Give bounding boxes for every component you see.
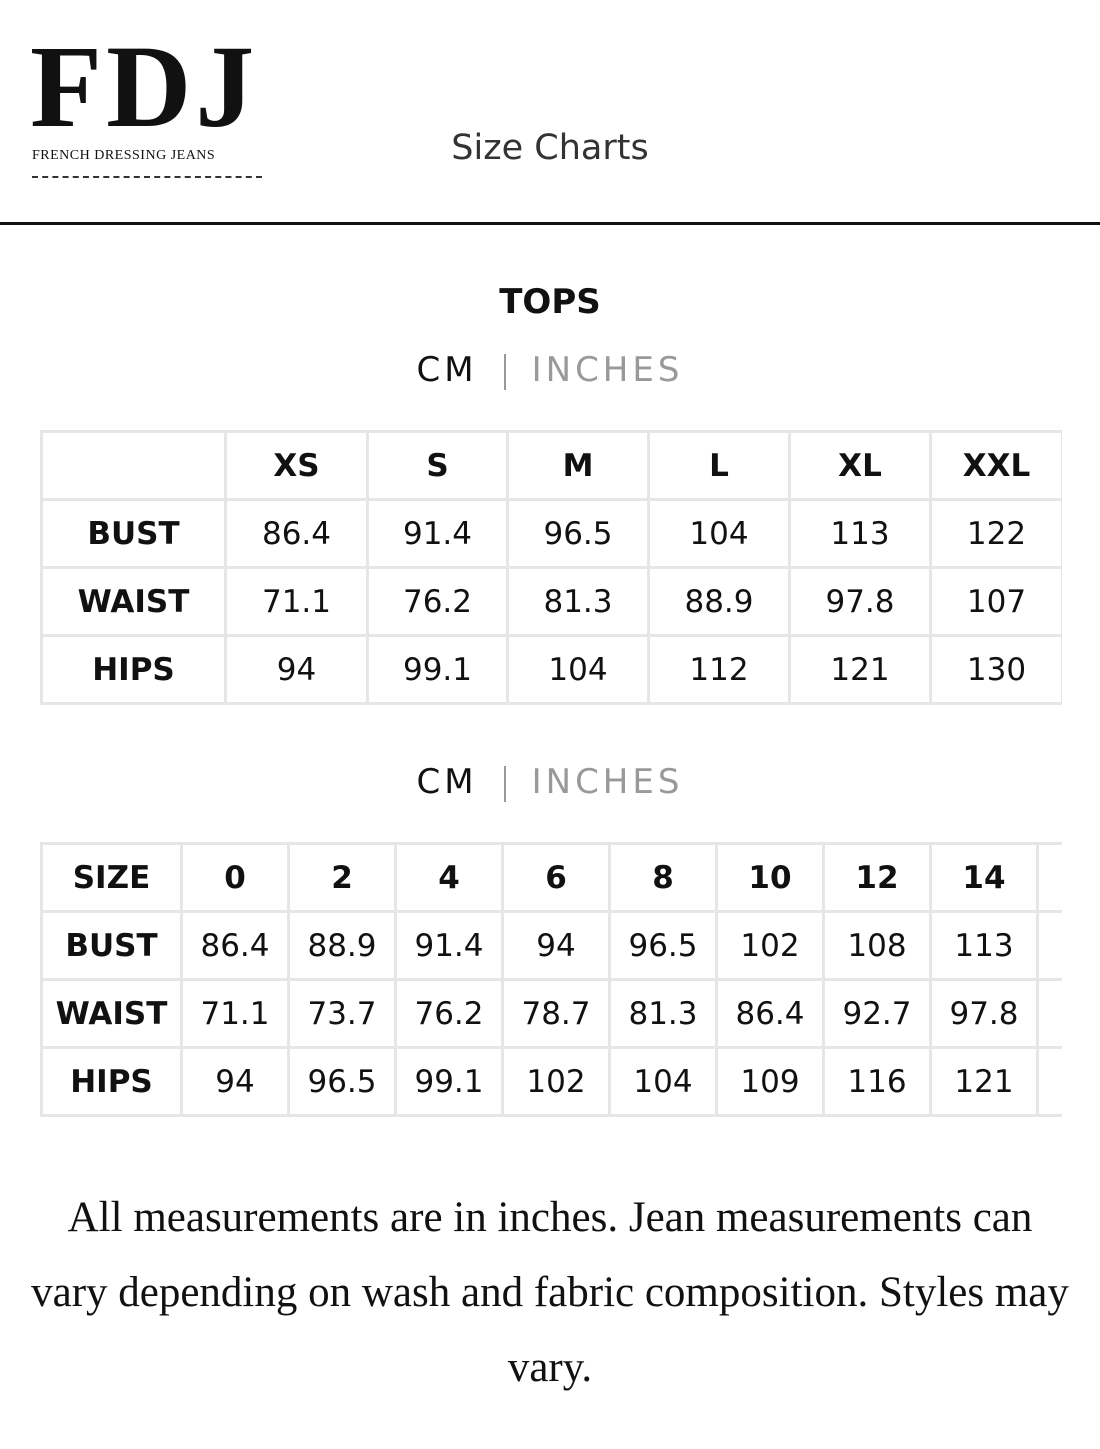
cell: 78.7: [501, 978, 611, 1049]
cell: 104: [608, 1046, 718, 1117]
header-row: SIZE 0 2 4 6 8 10 12 14: [40, 842, 1062, 913]
data-row: HIPS 94 96.5 99.1 102 104 109 116 121: [40, 1046, 1062, 1117]
cell: 71.1: [180, 978, 290, 1049]
cut-cell: [1036, 910, 1062, 981]
row-header: WAIST: [40, 978, 183, 1049]
row-header: HIPS: [40, 634, 227, 705]
unit-option: CM: [416, 350, 478, 390]
column-header: 12: [822, 842, 932, 913]
logo: FDJ: [30, 21, 259, 152]
cell: 76.2: [366, 566, 509, 637]
row-header: WAIST: [40, 566, 227, 637]
cell: 88.9: [287, 910, 397, 981]
row-header: HIPS: [40, 1046, 183, 1117]
cell: 96.5: [608, 910, 718, 981]
cell: 97.8: [788, 566, 932, 637]
cell: 130: [929, 634, 1062, 705]
unit-toggle: CM INCHES: [0, 350, 1100, 390]
cell: 94: [224, 634, 369, 705]
cut-cell: [1036, 978, 1062, 1049]
cell: 122: [929, 498, 1062, 569]
cell: 121: [929, 1046, 1039, 1117]
cell: 81.3: [608, 978, 718, 1049]
cell: 73.7: [287, 978, 397, 1049]
cell: 102: [501, 1046, 611, 1117]
divider: [32, 176, 262, 178]
cell: 99.1: [366, 634, 509, 705]
page-title: Size Charts: [451, 128, 649, 168]
row-header: BUST: [40, 498, 227, 569]
column-header: M: [506, 430, 650, 501]
unit-option: INCHES: [531, 350, 684, 390]
cell: 86.4: [715, 978, 825, 1049]
column-header: 6: [501, 842, 611, 913]
cell: 86.4: [224, 498, 369, 569]
cell: 86.4: [180, 910, 290, 981]
cell: 81.3: [506, 566, 650, 637]
size-table: SIZE 0 2 4 6 8 10 12 14 BUST 86.4 88.9 91.4 94 96.5 102…: [40, 842, 1062, 1117]
cell: 113: [788, 498, 932, 569]
cell: 96.5: [506, 498, 650, 569]
column-header: L: [647, 430, 791, 501]
data-row: BUST 86.4 91.4 96.5 104 113 122: [40, 498, 1062, 569]
cell: 94: [501, 910, 611, 981]
unit-separator: [503, 353, 506, 390]
column-header: XXL: [929, 430, 1062, 501]
cell: 121: [788, 634, 932, 705]
column-header: 4: [394, 842, 504, 913]
cell: 91.4: [394, 910, 504, 981]
column-header: S: [366, 430, 509, 501]
data-row: WAIST 71.1 76.2 81.3 88.9 97.8 107: [40, 566, 1062, 637]
column-header: 2: [287, 842, 397, 913]
section-title: TOPS: [499, 282, 601, 322]
cell: 71.1: [224, 566, 369, 637]
cell: 102: [715, 910, 825, 981]
row-header: BUST: [40, 910, 183, 981]
column-header: 8: [608, 842, 718, 913]
cell: 104: [647, 498, 791, 569]
cell: 94: [180, 1046, 290, 1117]
cell: 107: [929, 566, 1062, 637]
column-header: 14: [929, 842, 1039, 913]
data-row: WAIST 71.1 73.7 76.2 78.7 81.3 86.4 92.7 97.8: [40, 978, 1062, 1049]
unit-option: CM: [416, 762, 478, 802]
cell: 99.1: [394, 1046, 504, 1117]
header-rule: [0, 222, 1100, 225]
cell: 116: [822, 1046, 932, 1117]
cell: 76.2: [394, 978, 504, 1049]
column-header: 0: [180, 842, 290, 913]
corner-cell: [40, 430, 227, 501]
cell: 109: [715, 1046, 825, 1117]
cell: 112: [647, 634, 791, 705]
cell: 104: [506, 634, 650, 705]
column-header: XL: [788, 430, 932, 501]
data-row: BUST 86.4 88.9 91.4 94 96.5 102 108 113: [40, 910, 1062, 981]
cell: 96.5: [287, 1046, 397, 1117]
column-header: XS: [224, 430, 369, 501]
column-header: 10: [715, 842, 825, 913]
header-row: XS S M L XL XXL: [40, 430, 1062, 501]
data-row: HIPS 94 99.1 104 112 121 130: [40, 634, 1062, 705]
table-wrap: XS S M L XL XXL BUST 86.4 91.4 96.5 104 113 122 WAIST…: [40, 430, 1062, 705]
cut-cell: [1036, 1046, 1062, 1117]
size-table: XS S M L XL XXL BUST 86.4 91.4 96.5 104 113 122 WAIST…: [40, 430, 1062, 705]
cell: 91.4: [366, 498, 509, 569]
note: All measurements are in inches. Jean mea…: [31, 1194, 1069, 1391]
cell: 108: [822, 910, 932, 981]
tagline: FRENCH DRESSING JEANS: [32, 148, 216, 163]
cell: 97.8: [929, 978, 1039, 1049]
unit-option: INCHES: [531, 762, 684, 802]
corner-cell: SIZE: [40, 842, 183, 913]
table-wrap: SIZE 0 2 4 6 8 10 12 14 BUST 86.4 88.9 91.4 94 96.5 102…: [40, 842, 1062, 1117]
cut-cell: [1036, 842, 1062, 913]
cell: 88.9: [647, 566, 791, 637]
cell: 113: [929, 910, 1039, 981]
unit-separator: [503, 765, 506, 802]
cell: 92.7: [822, 978, 932, 1049]
unit-toggle: CM INCHES: [0, 762, 1100, 802]
